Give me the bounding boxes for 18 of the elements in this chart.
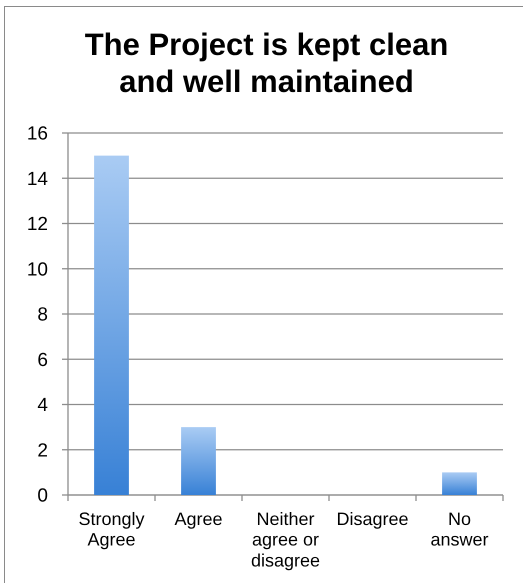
bar — [181, 427, 216, 495]
y-tick-label: 4 — [37, 395, 48, 416]
x-tick-label: Agree — [174, 509, 223, 529]
y-tick-label: 2 — [37, 440, 48, 462]
bar — [94, 156, 129, 495]
x-tick-label: No answer — [430, 509, 489, 550]
x-tick-label: Disagree — [336, 509, 409, 529]
chart-title: The Project is kept clean and well maintained — [84, 27, 448, 99]
y-tick-label: 14 — [26, 168, 48, 190]
y-tick-label: 8 — [37, 304, 48, 326]
y-tick-label: 0 — [37, 486, 48, 507]
y-tick-label: 16 — [26, 124, 48, 145]
bar — [442, 472, 477, 495]
x-tick-label: Neither agree or disagree — [250, 509, 320, 570]
y-tick-label: 10 — [26, 259, 48, 280]
y-tick-label: 12 — [26, 214, 48, 236]
x-tick-label: Strongly Agree — [78, 509, 145, 550]
y-tick-label: 6 — [37, 350, 48, 371]
